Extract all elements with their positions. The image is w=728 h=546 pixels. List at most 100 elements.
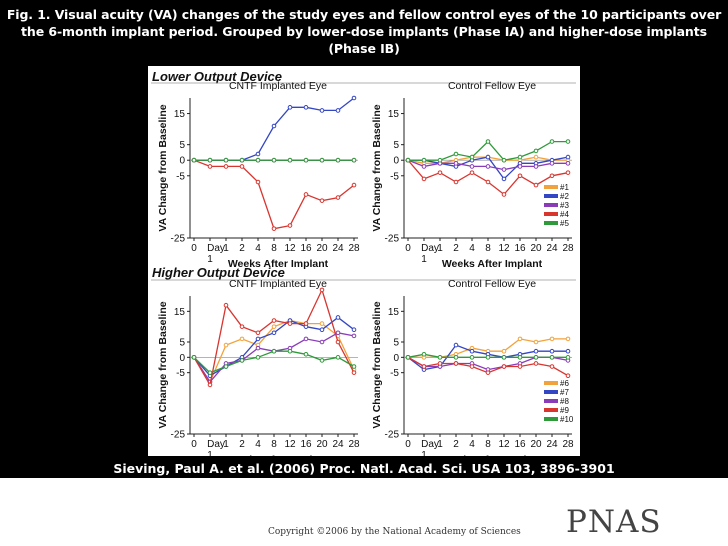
x-tick-label: 16: [514, 439, 526, 450]
data-point: [565, 161, 571, 166]
data-point: [485, 154, 491, 160]
x-tick-label: 20: [530, 439, 542, 450]
y-tick-label: 0: [179, 353, 185, 364]
legend-swatch: [544, 390, 558, 394]
data-point: [255, 355, 261, 360]
y-tick-label: -5: [390, 368, 399, 379]
y-axis-label: VA Change from Baseline: [371, 104, 383, 231]
x-tick-label: 16: [300, 243, 312, 254]
legend-swatch: [544, 185, 558, 189]
data-point: [191, 157, 197, 163]
caption-line-1: Fig. 1. Visual acuity (VA) changes of th…: [6, 7, 722, 22]
x-tick-label: 24: [546, 439, 558, 450]
x-tick-label: 0: [405, 243, 411, 254]
data-point: [271, 157, 277, 163]
y-tick-label: -5: [390, 171, 399, 182]
data-point: [485, 164, 491, 169]
x-tick-label: 4: [469, 243, 475, 254]
data-point: [501, 364, 507, 369]
data-point: [223, 364, 229, 369]
x-tick-label: 8: [271, 439, 277, 450]
data-point: [335, 339, 341, 345]
data-point: [303, 351, 309, 357]
legend-label: #2: [560, 192, 569, 201]
legend-swatch: [544, 408, 558, 412]
x-tick-label: Day: [421, 439, 439, 450]
data-point: [453, 161, 459, 166]
data-point: [335, 195, 341, 200]
figure-panel: Lower Output Device Higher Output Device…: [148, 66, 580, 456]
x-tick-label: 24: [546, 243, 558, 254]
x-tick-label: 2: [239, 243, 245, 254]
y-axis-label: VA Change from Baseline: [157, 104, 169, 231]
x-tick-label: Day: [207, 243, 225, 254]
data-point: [533, 355, 539, 360]
data-point: [319, 327, 325, 333]
x-tick-label: 4: [255, 243, 261, 254]
data-point: [405, 355, 411, 360]
data-point: [319, 339, 325, 345]
data-point: [485, 179, 491, 185]
data-point: [351, 333, 357, 339]
data-point: [335, 157, 341, 163]
data-point: [319, 321, 325, 326]
data-point: [207, 157, 213, 163]
data-point: [533, 154, 539, 160]
x-tick-label: 0: [191, 439, 197, 450]
data-point: [351, 95, 357, 101]
data-point: [501, 192, 507, 197]
x-tick-label: 16: [514, 243, 526, 254]
data-point: [319, 157, 325, 163]
x-tick-label: 12: [284, 243, 296, 254]
data-point: [351, 364, 357, 369]
legend-label: #9: [560, 406, 569, 415]
citation: Sieving, Paul A. et al. (2006) Proc. Nat…: [113, 461, 615, 476]
data-point: [239, 358, 245, 363]
data-point: [335, 108, 341, 113]
data-point: [223, 164, 229, 169]
data-point: [271, 226, 277, 231]
y-tick-label: 0: [393, 156, 399, 167]
legend-swatch: [544, 221, 558, 225]
x-axis-label: Weeks After Implant: [228, 258, 329, 270]
data-point: [319, 358, 325, 363]
data-point: [351, 157, 357, 163]
data-point: [303, 321, 309, 326]
data-point: [549, 173, 555, 179]
footer-band: [0, 478, 728, 546]
x-tick-label: 12: [498, 439, 510, 450]
data-point: [239, 336, 245, 342]
x-tick-label: 1: [223, 439, 229, 450]
data-point: [437, 355, 443, 360]
data-point: [421, 157, 427, 163]
x-axis-label: Weeks After Implant: [228, 454, 329, 456]
x-tick-label: 1: [223, 243, 229, 254]
legend-swatch: [544, 381, 558, 385]
legend-label: #6: [560, 379, 569, 388]
data-point: [303, 157, 309, 163]
y-tick-label: 5: [179, 140, 185, 151]
data-point: [437, 170, 443, 175]
data-point: [207, 164, 213, 169]
figure-svg: Lower Output Device Higher Output Device…: [151, 69, 576, 456]
data-point: [405, 157, 411, 163]
legend-swatch: [544, 194, 558, 198]
data-point: [191, 355, 197, 360]
pnas-logo: PNAS: [566, 504, 662, 540]
data-point: [421, 176, 427, 182]
x-tick-label: 1: [207, 254, 213, 265]
data-point: [453, 342, 459, 348]
data-point: [271, 324, 277, 329]
data-point: [501, 157, 507, 163]
x-tick-label: 28: [562, 243, 574, 254]
data-point: [271, 318, 277, 323]
y-tick-label: -25: [385, 430, 400, 441]
legend-label: #4: [560, 210, 569, 219]
data-point: [223, 157, 229, 163]
series-line-2: [194, 97, 355, 161]
data-point: [287, 348, 293, 354]
